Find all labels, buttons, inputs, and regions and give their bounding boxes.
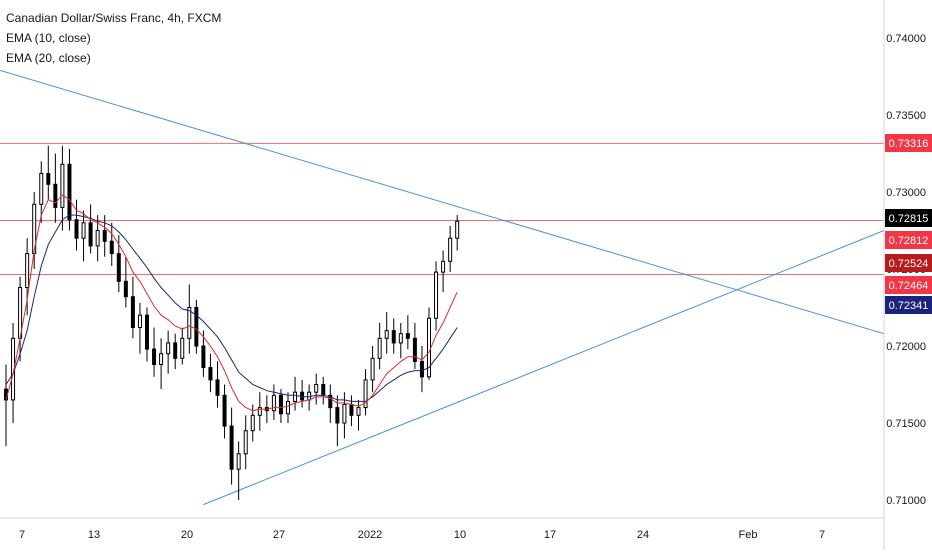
ema20-line bbox=[5, 214, 458, 402]
candle-body-8 bbox=[60, 163, 65, 208]
candle-body-19 bbox=[137, 314, 142, 329]
candle-body-56 bbox=[398, 333, 403, 344]
price-label-text: 0.72815 bbox=[889, 213, 929, 225]
candle-body-42 bbox=[300, 391, 305, 401]
candle-body-21 bbox=[152, 348, 157, 365]
candle-body-63 bbox=[448, 237, 453, 262]
candle-body-17 bbox=[123, 280, 128, 298]
y-tick-label: 0.71000 bbox=[886, 495, 926, 507]
candle-body-30 bbox=[215, 379, 220, 396]
y-tick-label: 0.72000 bbox=[886, 341, 926, 353]
candle-body-5 bbox=[39, 173, 44, 205]
x-tick-label: 13 bbox=[88, 529, 100, 541]
candle-body-62 bbox=[441, 260, 446, 273]
candle-body-39 bbox=[278, 394, 283, 415]
price-label-text: 0.72341 bbox=[889, 300, 929, 312]
candle-body-49 bbox=[349, 404, 354, 416]
candle-body-45 bbox=[321, 384, 326, 396]
candle-body-28 bbox=[201, 345, 206, 369]
candle-body-54 bbox=[384, 330, 389, 339]
candle-body-53 bbox=[377, 337, 382, 359]
price-label-text: 0.72464 bbox=[889, 280, 929, 292]
candle-body-43 bbox=[307, 391, 312, 401]
price-label-box-4 bbox=[885, 276, 932, 294]
y-tick-label: 0.73500 bbox=[886, 110, 926, 122]
y-tick-label: 0.71500 bbox=[886, 418, 926, 430]
candle-body-57 bbox=[405, 333, 410, 339]
x-tick-label: 17 bbox=[544, 529, 556, 541]
candle-body-50 bbox=[356, 407, 361, 416]
candle-body-34 bbox=[243, 430, 248, 455]
price-label-text: 0.73316 bbox=[889, 138, 929, 150]
candle-body-35 bbox=[250, 414, 255, 432]
candle-body-32 bbox=[229, 425, 234, 470]
candle-body-9 bbox=[67, 163, 72, 221]
candle-body-16 bbox=[116, 253, 121, 282]
candle-body-29 bbox=[208, 367, 213, 381]
candle-body-6 bbox=[46, 173, 51, 185]
candle-body-41 bbox=[293, 391, 298, 402]
candle-body-36 bbox=[257, 407, 262, 416]
candle-body-48 bbox=[342, 404, 347, 424]
candle-body-26 bbox=[187, 307, 192, 339]
x-tick-label: 27 bbox=[273, 529, 285, 541]
ascending-trendline bbox=[203, 230, 885, 506]
candle-body-27 bbox=[194, 307, 199, 347]
y-tick-label: 0.73000 bbox=[886, 187, 926, 199]
candle-body-22 bbox=[159, 353, 164, 365]
legend: Canadian Dollar/Swiss Franc, 4h, FXCM EM… bbox=[6, 8, 221, 68]
candle-body-61 bbox=[434, 271, 439, 319]
candle-body-14 bbox=[102, 230, 107, 242]
legend-ema20: EMA (20, close) bbox=[6, 51, 91, 65]
price-label-box-0 bbox=[885, 134, 932, 152]
candle-body-31 bbox=[222, 394, 227, 427]
candle-body-13 bbox=[95, 230, 100, 247]
candle-body-64 bbox=[455, 220, 460, 239]
candle-body-3 bbox=[25, 253, 30, 288]
x-tick-label: 24 bbox=[637, 529, 649, 541]
candle-body-47 bbox=[335, 407, 340, 424]
legend-ema10: EMA (10, close) bbox=[6, 31, 91, 45]
candle-body-20 bbox=[145, 314, 149, 350]
price-label-box-5 bbox=[885, 296, 932, 314]
price-label-box-3 bbox=[885, 254, 932, 272]
candle-body-58 bbox=[412, 337, 417, 362]
candle-body-59 bbox=[419, 360, 424, 378]
x-tick-label: 7 bbox=[819, 529, 825, 541]
price-label-box-2 bbox=[885, 231, 932, 249]
candle-body-46 bbox=[328, 394, 333, 409]
candle-body-10 bbox=[74, 219, 79, 239]
candle-body-40 bbox=[286, 400, 290, 415]
candle-body-33 bbox=[236, 453, 241, 470]
x-tick-label: 7 bbox=[19, 529, 25, 541]
candle-body-7 bbox=[53, 183, 58, 208]
y-tick-label: 0.74000 bbox=[886, 33, 926, 45]
price-label-box-1 bbox=[885, 209, 932, 227]
candle-body-12 bbox=[88, 222, 93, 247]
price-label-text: 0.72812 bbox=[889, 235, 929, 247]
x-tick-label: 2022 bbox=[358, 529, 382, 541]
candle-body-38 bbox=[271, 394, 276, 412]
candle-body-18 bbox=[130, 296, 135, 329]
candle-body-25 bbox=[180, 337, 185, 359]
candle-body-11 bbox=[81, 222, 86, 239]
candle-body-15 bbox=[109, 240, 114, 255]
candle-body-51 bbox=[363, 379, 368, 409]
candle-body-24 bbox=[173, 342, 178, 359]
ema10-line bbox=[5, 194, 458, 412]
candle-body-52 bbox=[370, 357, 375, 381]
x-tick-label: 20 bbox=[181, 529, 193, 541]
price-label-text: 0.72524 bbox=[889, 258, 929, 270]
candle-body-23 bbox=[166, 342, 171, 355]
legend-symbol: Canadian Dollar/Swiss Franc, 4h, FXCM bbox=[6, 11, 222, 25]
x-tick-label: Feb bbox=[739, 529, 758, 541]
candle-body-44 bbox=[314, 384, 319, 393]
candle-body-55 bbox=[391, 330, 396, 344]
x-tick-label: 10 bbox=[454, 529, 466, 541]
